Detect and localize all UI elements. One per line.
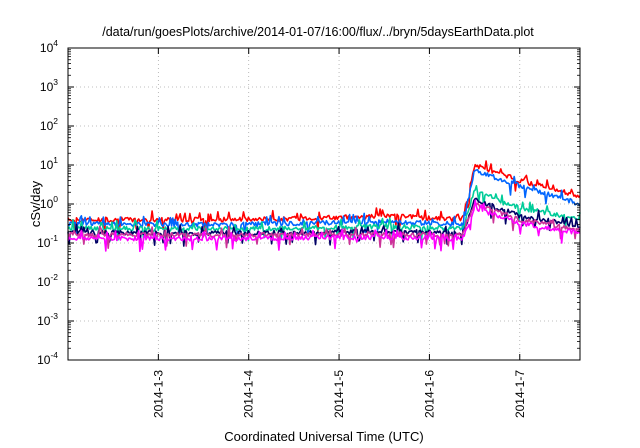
- y-tick-exponent: -2: [50, 272, 58, 282]
- y-tick-base: 10: [37, 314, 51, 328]
- y-tick-base: 10: [40, 80, 54, 94]
- y-tick-exponent: -4: [50, 350, 58, 360]
- x-tick-label: 2014-1-4: [242, 370, 256, 418]
- y-tick-base: 10: [40, 158, 54, 172]
- y-tick-exponent: 4: [53, 38, 58, 48]
- y-tick-exponent: -3: [50, 311, 58, 321]
- y-tick-exponent: -1: [50, 233, 58, 243]
- y-tick-exponent: 2: [53, 116, 58, 126]
- y-tick-base: 10: [40, 119, 54, 133]
- data-series-line: [67, 199, 581, 253]
- x-tick-label: 2014-1-6: [422, 370, 436, 418]
- y-tick-label: 10-1: [37, 233, 58, 250]
- y-axis-label: cSv/day: [28, 180, 43, 227]
- y-tick-base: 10: [37, 236, 51, 250]
- y-tick-base: 10: [37, 275, 51, 289]
- data-series-line: [67, 160, 581, 234]
- x-tick-label: 2014-1-3: [151, 370, 165, 418]
- y-tick-label: 100: [40, 194, 58, 211]
- y-tick-label: 102: [40, 116, 58, 133]
- y-tick-exponent: 1: [53, 155, 58, 165]
- y-tick-label: 101: [40, 155, 58, 172]
- x-tick-label: 2014-1-7: [513, 370, 527, 418]
- y-tick-label: 103: [40, 77, 58, 94]
- y-tick-label: 10-3: [37, 311, 58, 328]
- series-layer: [67, 160, 581, 253]
- y-tick-base: 10: [40, 197, 54, 211]
- grid: [68, 48, 580, 360]
- x-tick-label: 2014-1-5: [332, 370, 346, 418]
- y-tick-exponent: 0: [53, 194, 58, 204]
- y-tick-label: 104: [40, 38, 58, 55]
- data-series-line: [67, 169, 581, 237]
- chart-title: /data/run/goesPlots/archive/2014-01-07/1…: [102, 25, 534, 39]
- y-tick-label: 10-4: [37, 350, 58, 367]
- y-tick-base: 10: [37, 353, 51, 367]
- y-tick-label: 10-2: [37, 272, 58, 289]
- y-tick-exponent: 3: [53, 77, 58, 87]
- y-tick-base: 10: [40, 41, 54, 55]
- x-axis-label: Coordinated Universal Time (UTC): [224, 429, 423, 444]
